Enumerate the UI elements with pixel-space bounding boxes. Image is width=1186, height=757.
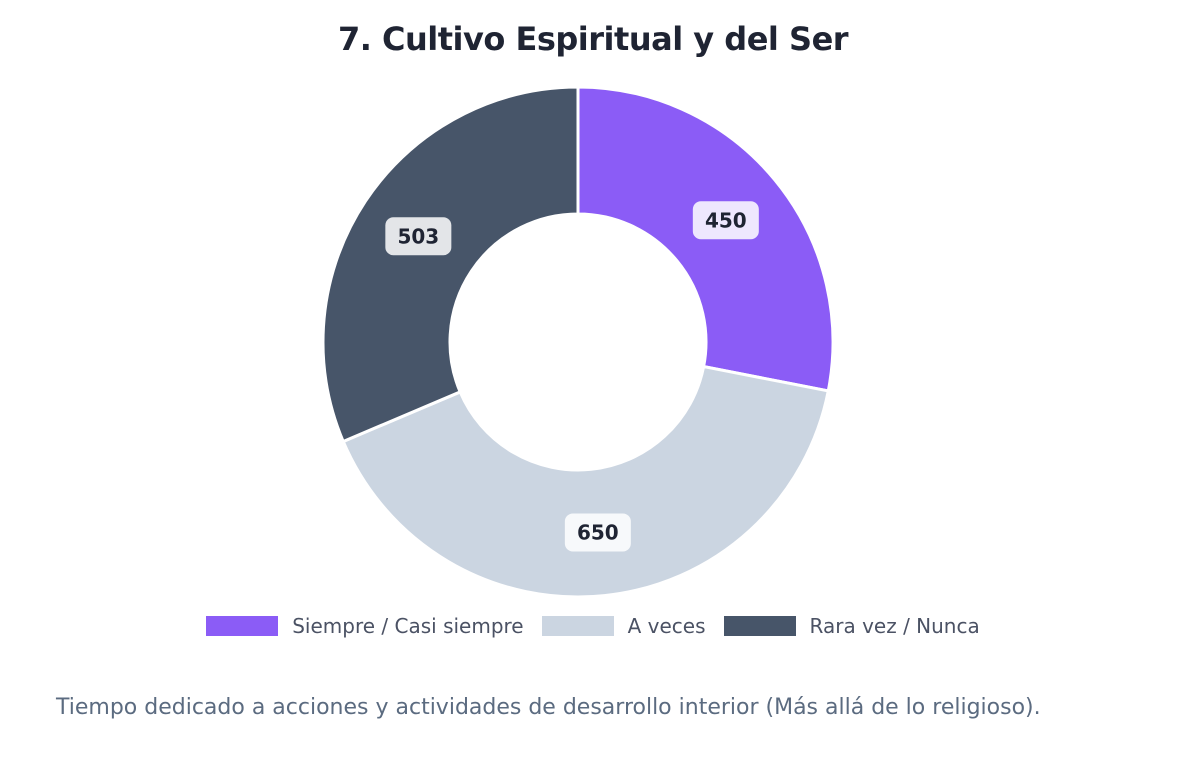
- chart-title: 7. Cultivo Espiritual y del Ser: [337, 20, 849, 58]
- data-label-text-rara-vez: 503: [397, 224, 439, 248]
- data-label-bg-siempre: [692, 201, 759, 240]
- data-label-rara-vez: 503: [385, 217, 452, 256]
- legend-label-a-veces: A veces: [627, 614, 706, 638]
- data-label-text-a-veces: 650: [577, 520, 619, 544]
- data-label-siempre: 450: [692, 201, 759, 240]
- legend-item-a-veces[interactable]: A veces: [541, 614, 706, 638]
- donut-slice-a-veces[interactable]: [341, 364, 831, 599]
- donut-slice-rara-vez[interactable]: [321, 85, 580, 444]
- legend-label-siempre: Siempre / Casi siempre: [292, 614, 524, 638]
- data-label-bg-a-veces: [564, 513, 631, 552]
- data-label-bg-rara-vez: [385, 217, 452, 256]
- chart-legend: Siempre / Casi siempre A veces Rara vez …: [0, 614, 1186, 638]
- data-label-a-veces: 650: [564, 513, 631, 552]
- data-label-text-siempre: 450: [705, 208, 747, 232]
- legend-item-rara-vez[interactable]: Rara vez / Nunca: [723, 614, 980, 638]
- legend-swatch-a-veces: [541, 616, 614, 636]
- chart-caption: Tiempo dedicado a acciones y actividades…: [56, 695, 1041, 720]
- legend-label-rara-vez: Rara vez / Nunca: [809, 614, 980, 638]
- legend-swatch-rara-vez: [723, 616, 796, 636]
- legend-swatch-siempre: [206, 616, 279, 636]
- legend-item-siempre[interactable]: Siempre / Casi siempre: [206, 614, 524, 638]
